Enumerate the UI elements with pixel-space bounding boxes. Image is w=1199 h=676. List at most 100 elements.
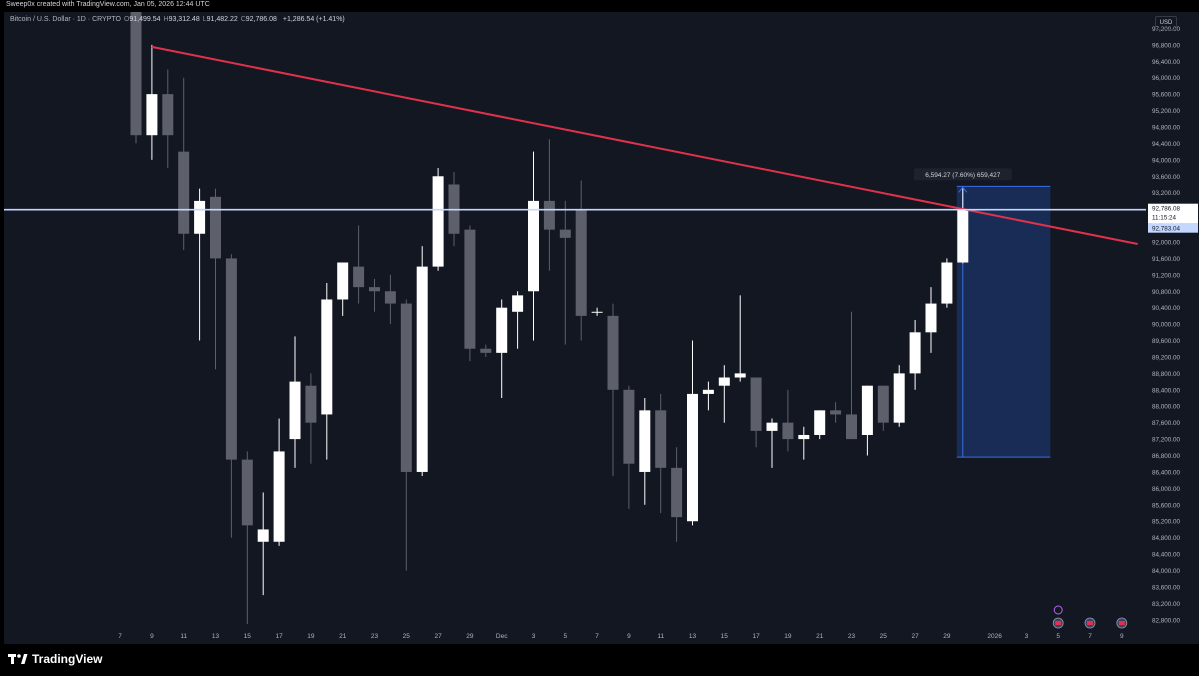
y-tick-label: 86,000.00 xyxy=(1152,486,1181,493)
y-tick-label: 85,200.00 xyxy=(1152,519,1181,526)
candle xyxy=(480,344,492,357)
candle xyxy=(369,278,380,312)
x-tick-label: 7 xyxy=(1088,633,1092,640)
candle xyxy=(623,385,635,509)
candle-body xyxy=(750,377,762,431)
y-tick-label: 91,600.00 xyxy=(1152,256,1181,263)
symbol-name: Bitcoin / U.S. Dollar · 1D · CRYPTO xyxy=(10,16,121,23)
candle-body xyxy=(798,434,810,440)
y-tick-label: 96,800.00 xyxy=(1152,42,1181,49)
candle-body xyxy=(321,299,333,415)
x-tick-label: 3 xyxy=(532,633,536,640)
candle-body xyxy=(814,410,826,435)
price-chart[interactable]: 6,594.27 (7.60%) 659,427 7 9 11 13 15 17 19 21 23… xyxy=(4,12,1146,644)
candle xyxy=(512,291,524,349)
y-tick-label: 84,000.00 xyxy=(1152,568,1181,575)
y-tick-label: 83,600.00 xyxy=(1152,584,1181,591)
y-tick-label: 90,400.00 xyxy=(1152,305,1181,312)
candle-body xyxy=(591,311,603,313)
candle xyxy=(162,69,174,169)
candle xyxy=(273,418,285,546)
candle xyxy=(257,492,269,596)
y-tick-label: 89,600.00 xyxy=(1152,338,1181,345)
candle-body xyxy=(464,229,476,349)
line-price-label: 92,783.04 xyxy=(1152,226,1181,233)
candle-body xyxy=(909,332,921,374)
tradingview-logo[interactable]: TradingView xyxy=(8,652,102,666)
candle xyxy=(305,373,317,464)
candle-body xyxy=(559,229,571,238)
y-tick-label: 88,400.00 xyxy=(1152,387,1181,394)
y-tick-label: 86,800.00 xyxy=(1152,453,1181,460)
y-tick-label: 88,000.00 xyxy=(1152,404,1181,411)
candle-body xyxy=(877,385,889,423)
y-tick-label: 95,600.00 xyxy=(1152,92,1181,99)
y-tick-label: 93,600.00 xyxy=(1152,174,1181,181)
candle-body xyxy=(607,315,619,390)
x-tick-label: 9 xyxy=(150,633,154,640)
candle xyxy=(353,225,365,304)
candle-body xyxy=(289,381,301,440)
candle xyxy=(321,283,333,460)
tradingview-logo-text: TradingView xyxy=(32,652,103,666)
candle-body xyxy=(337,262,349,300)
chart-panel[interactable]: 6,594.27 (7.60%) 659,427 7 9 11 13 15 17 19 21 23… xyxy=(4,12,1146,644)
line-price-label-bg xyxy=(1148,223,1198,233)
candle xyxy=(941,258,953,308)
candle-body xyxy=(384,291,396,304)
candle-body xyxy=(369,287,380,292)
candle xyxy=(575,180,587,341)
candle-body xyxy=(957,209,969,263)
x-tick-label: 25 xyxy=(403,633,411,640)
candle xyxy=(194,188,206,341)
y-tick-label: 87,600.00 xyxy=(1152,420,1181,427)
candle-body xyxy=(575,209,587,316)
x-tick-label: 17 xyxy=(752,633,760,640)
low-value: 91,482.22 xyxy=(206,16,238,23)
x-tick-label: Dec xyxy=(496,633,508,640)
y-tick-label: 85,600.00 xyxy=(1152,502,1181,509)
candle xyxy=(909,320,921,390)
last-price-label: 92,786.08 xyxy=(1152,206,1181,213)
x-tick-label: 9 xyxy=(627,633,631,640)
news-event-icon xyxy=(1116,617,1128,629)
candle-body xyxy=(830,410,842,415)
open-value: 91,499.54 xyxy=(129,16,161,23)
candle xyxy=(559,200,571,345)
candle xyxy=(750,377,762,448)
y-tick-label: 92,000.00 xyxy=(1152,239,1181,246)
candle xyxy=(289,336,301,468)
event-marker-flag xyxy=(1118,621,1125,625)
candle xyxy=(146,44,158,160)
x-tick-label: 7 xyxy=(118,633,122,640)
x-tick-label: 15 xyxy=(244,633,252,640)
candle xyxy=(337,262,349,316)
x-tick-label: 9 xyxy=(1120,633,1124,640)
x-tick-label: 19 xyxy=(784,633,792,640)
currency-button[interactable]: USD xyxy=(1155,16,1177,30)
candle-body xyxy=(496,307,508,353)
candle-body xyxy=(782,422,794,440)
price-axis[interactable]: 97,200.00 96,800.00 96,400.00 96,000.00 95,6… xyxy=(1146,12,1199,644)
low-label: L xyxy=(202,16,207,23)
candle xyxy=(798,426,810,460)
last-price-label-bg xyxy=(1148,203,1198,224)
candle-body xyxy=(655,410,667,468)
candle-body xyxy=(162,94,174,136)
candle xyxy=(734,295,746,382)
close-value: 92,786.08 xyxy=(245,16,277,23)
y-tick-label: 83,200.00 xyxy=(1152,601,1181,608)
candle-body xyxy=(623,389,635,464)
y-tick-label: 95,200.00 xyxy=(1152,108,1181,115)
tradingview-logo-icon xyxy=(8,654,28,664)
x-tick-label: 5 xyxy=(1056,633,1060,640)
candle-body xyxy=(766,422,778,431)
candle-body xyxy=(702,389,714,394)
y-tick-label: 88,800.00 xyxy=(1152,371,1181,378)
candle xyxy=(528,151,539,341)
candle-body xyxy=(925,303,937,333)
y-tick-label: 84,800.00 xyxy=(1152,535,1181,542)
y-tick-label: 96,000.00 xyxy=(1152,75,1181,82)
measure-arrow-head xyxy=(958,186,968,193)
